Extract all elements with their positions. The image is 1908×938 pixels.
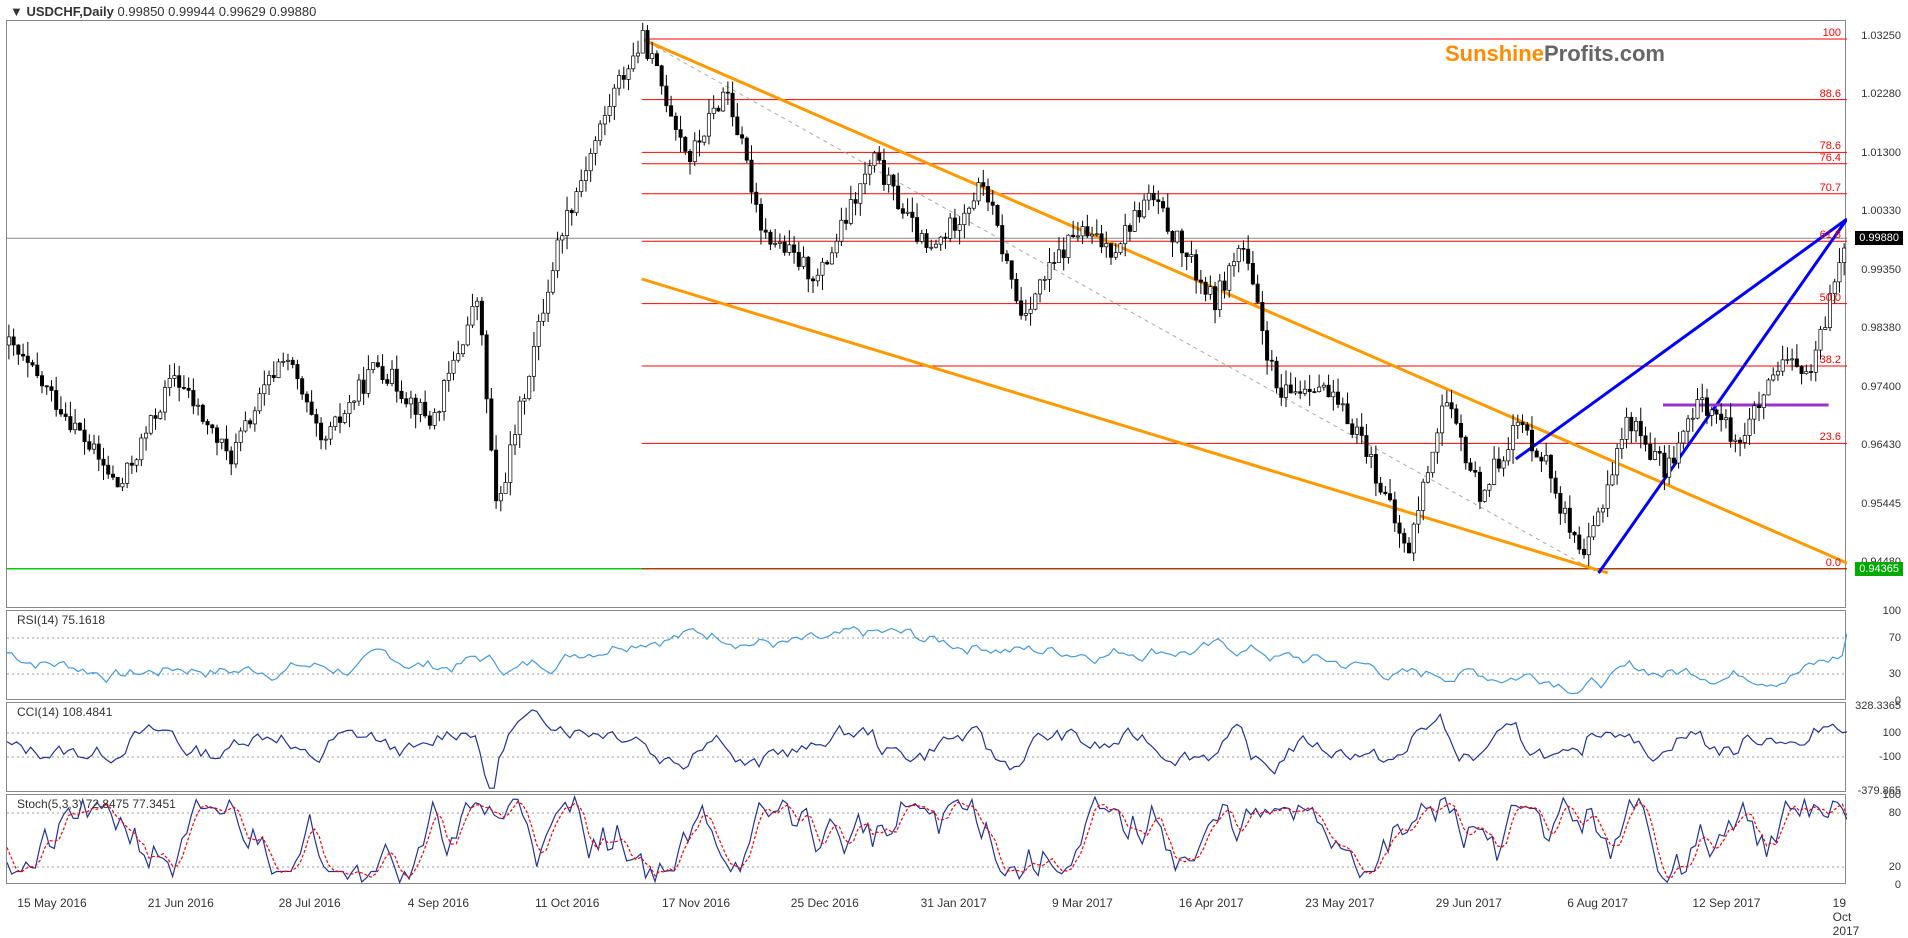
x-label: 16 Apr 2017: [1179, 896, 1244, 910]
chart-title: ▼ USDCHF,Daily 0.99850 0.99944 0.99629 0…: [10, 4, 316, 19]
fib-label: 61.8: [1820, 229, 1841, 241]
x-label: 6 Aug 2017: [1567, 896, 1628, 910]
stoch-panel[interactable]: Stoch(5,3,3) 72.8475 77.3451 10080200: [6, 794, 1846, 884]
cci-label: CCI(14) 108.4841: [17, 705, 112, 719]
symbol-label: USDCHF,Daily: [26, 4, 113, 19]
x-label: 12 Sep 2017: [1692, 896, 1760, 910]
y-label: 1.02280: [1861, 88, 1901, 100]
y-label: 20: [1889, 861, 1901, 873]
y-label: 0.95445: [1861, 498, 1901, 510]
fib-label: 23.6: [1820, 431, 1841, 443]
y-label: 0.98380: [1861, 322, 1901, 334]
x-label: 25 Dec 2016: [791, 896, 859, 910]
y-label: 70: [1889, 632, 1901, 644]
y-label: 0.96430: [1861, 439, 1901, 451]
x-label: 29 Jun 2017: [1436, 896, 1502, 910]
y-label: 0: [1895, 879, 1901, 891]
y-label: 100: [1883, 727, 1901, 739]
y-label: 100: [1883, 605, 1901, 617]
fib-label: 100: [1823, 27, 1841, 39]
price-svg: [7, 21, 1847, 609]
stoch-y-axis: 10080200: [1847, 795, 1903, 883]
y-label: 0.97400: [1861, 381, 1901, 393]
watermark-part1: Sunshine: [1445, 41, 1544, 66]
rsi-label: RSI(14) 75.1618: [17, 613, 105, 627]
rsi-y-axis: 10070300: [1847, 611, 1903, 699]
x-label: 4 Sep 2016: [408, 896, 469, 910]
green-price-tag: 0.94365: [1855, 562, 1903, 576]
y-label: -100: [1879, 751, 1901, 763]
y-label: 1.01300: [1861, 147, 1901, 159]
x-label: 28 Jul 2016: [279, 896, 341, 910]
watermark: SunshineProfits.com: [1445, 41, 1665, 67]
x-label: 23 May 2017: [1305, 896, 1374, 910]
x-axis: 15 May 2016 21 Jun 2016 28 Jul 2016 4 Sep 2…: [6, 896, 1846, 916]
fib-label: 78.6: [1820, 140, 1841, 152]
watermark-part2: Profits.com: [1544, 41, 1665, 66]
y-label: 30: [1889, 668, 1901, 680]
rsi-panel[interactable]: RSI(14) 75.1618 10070300: [6, 610, 1846, 700]
current-price-tag: 0.99880: [1855, 231, 1903, 245]
rsi-svg: [7, 611, 1847, 701]
fib-label: 88.6: [1820, 88, 1841, 100]
x-label: 9 Mar 2017: [1052, 896, 1113, 910]
x-label: 11 Oct 2016: [535, 896, 600, 910]
y-label: 80: [1889, 807, 1901, 819]
stoch-svg: [7, 795, 1847, 885]
fib-label: 76.4: [1820, 152, 1841, 164]
y-label: 0.99350: [1861, 264, 1901, 276]
x-label: 31 Jan 2017: [921, 896, 987, 910]
fib-label: 70.7: [1820, 182, 1841, 194]
y-label: 1.00330: [1861, 205, 1901, 217]
fib-label: 0.0: [1826, 557, 1841, 569]
chart-container: ▼ USDCHF,Daily 0.99850 0.99944 0.99629 0…: [0, 0, 1908, 920]
fib-label: 38.2: [1820, 354, 1841, 366]
cci-panel[interactable]: CCI(14) 108.4841 328.3365100-100-379.865: [6, 702, 1846, 792]
x-label: 21 Jun 2016: [148, 896, 214, 910]
cci-svg: [7, 703, 1847, 793]
y-label: 328.3365: [1855, 700, 1901, 712]
x-label: 15 May 2016: [17, 896, 86, 910]
cci-y-axis: 328.3365100-100-379.865: [1847, 703, 1903, 791]
ohlc-values: 0.99850 0.99944 0.99629 0.99880: [118, 4, 317, 19]
price-y-axis: 1.03250 1.02280 1.01300 1.00330 0.99350 0.983…: [1847, 21, 1903, 607]
x-label: 17 Nov 2016: [662, 896, 730, 910]
fib-label: 50.0: [1820, 292, 1841, 304]
stoch-label: Stoch(5,3,3) 72.8475 77.3451: [17, 797, 176, 811]
y-label: 1.03250: [1861, 30, 1901, 42]
y-label: 100: [1883, 789, 1901, 801]
price-panel[interactable]: SunshineProfits.com 1.032501.022801.0130…: [6, 20, 1846, 608]
x-label: 19 Oct 2017: [1833, 896, 1860, 938]
